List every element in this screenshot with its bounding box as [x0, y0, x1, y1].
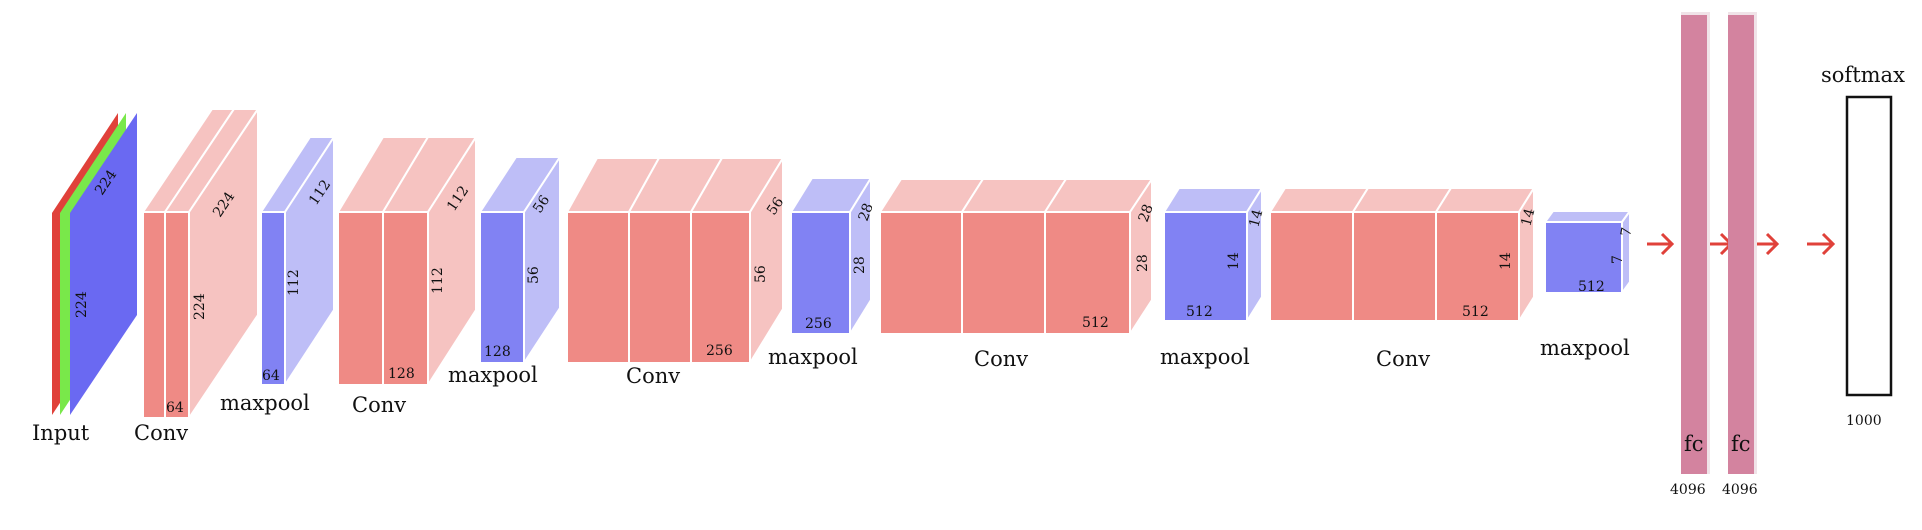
- conv4-dim-depth: 512: [1082, 315, 1109, 331]
- conv5-slice-3-top: [1434, 187, 1536, 213]
- fc2-units: 4096: [1722, 482, 1758, 498]
- maxpool-block-5: [1543, 207, 1632, 297]
- maxpool-block-2: [478, 153, 562, 367]
- fc1-label: fc: [1684, 432, 1704, 456]
- pool4-side: [1246, 184, 1263, 325]
- conv4-dim-width: 28: [1136, 202, 1157, 224]
- fc1-units: 4096: [1670, 482, 1706, 498]
- conv-block-3: [565, 154, 785, 367]
- softmax-units: 1000: [1846, 413, 1882, 429]
- conv1-slice-2: [164, 211, 190, 419]
- pool5-label: maxpool: [1540, 336, 1630, 360]
- input-dim-height: 224: [74, 291, 90, 318]
- conv-block-2: [336, 133, 478, 389]
- conv2-dim-height: 112: [430, 267, 446, 294]
- pool4-dim-height: 14: [1226, 252, 1242, 270]
- fc1-bar: [1681, 15, 1707, 474]
- pool3-side: [849, 174, 872, 338]
- maxpool-block-3: [789, 174, 873, 338]
- pool4-label: maxpool: [1160, 345, 1250, 369]
- maxpool-block-1: [259, 133, 336, 389]
- conv5-dim-height: 14: [1498, 252, 1514, 270]
- conv-block-1: [141, 105, 260, 422]
- pool3-dim-width: 28: [856, 201, 877, 223]
- softmax-box: [1845, 95, 1893, 397]
- pool1-label: maxpool: [220, 391, 310, 415]
- conv4-side: [1129, 175, 1153, 338]
- pool1-dim-height: 112: [286, 269, 302, 296]
- pool2-dim-depth: 128: [484, 344, 511, 360]
- conv5-slice-2-top: [1351, 187, 1453, 213]
- conv5-slice-1-top: [1268, 187, 1370, 213]
- pool2-label: maxpool: [448, 363, 538, 387]
- conv3-slice-3: [690, 211, 751, 364]
- conv-block-4: [878, 175, 1154, 338]
- fc-layer-2: fc 4096: [1722, 12, 1758, 498]
- pool3-dim-height: 28: [852, 256, 868, 274]
- conv1-slice-1: [142, 211, 166, 419]
- conv4-slice-1: [879, 211, 963, 335]
- conv5-slice-2: [1352, 211, 1437, 322]
- pool3-front: [790, 211, 851, 335]
- pool4-dim-depth: 512: [1186, 304, 1213, 320]
- conv2-label: Conv: [352, 393, 406, 417]
- conv4-slice-2: [961, 211, 1046, 335]
- fc2-bar: [1728, 15, 1754, 474]
- conv3-slice-2: [628, 211, 692, 364]
- conv5-slice-1: [1269, 211, 1354, 322]
- input-block: 224 224 Input: [32, 113, 137, 445]
- conv2-side: [427, 133, 477, 389]
- pool2-dim-height: 56: [526, 266, 542, 284]
- conv-block-5: [1268, 184, 1536, 325]
- maxpool-block-4: [1162, 184, 1264, 325]
- pool4-front: [1163, 211, 1248, 322]
- conv5-dim-depth: 512: [1462, 304, 1489, 320]
- conv5-side: [1518, 184, 1535, 325]
- pool4-top: [1162, 187, 1264, 213]
- pool2-front: [479, 211, 525, 364]
- input-blue-channel: [70, 113, 137, 415]
- conv1-dim-depth: 64: [166, 400, 184, 416]
- conv3-dim-depth: 256: [706, 343, 733, 359]
- pool2-side: [523, 153, 561, 367]
- conv2-slice-1: [337, 211, 384, 386]
- pool3-dim-depth: 256: [805, 316, 832, 332]
- conv1-side: [188, 105, 259, 422]
- conv1-label: Conv: [134, 421, 188, 445]
- pool1-dim-depth: 64: [262, 368, 280, 384]
- arrow-4: [1807, 232, 1836, 256]
- conv5-dim-width: 14: [1518, 207, 1538, 228]
- softmax-label: softmax: [1821, 63, 1905, 87]
- pool1-front: [260, 211, 286, 386]
- conv5-label: Conv: [1376, 347, 1430, 371]
- input-label: Input: [32, 421, 90, 445]
- pool5-dim-depth: 512: [1578, 279, 1605, 295]
- conv3-side: [749, 154, 784, 367]
- conv4-dim-height: 28: [1135, 254, 1151, 272]
- pool5-dim-height: 7: [1610, 255, 1626, 264]
- fc2-label: fc: [1731, 432, 1751, 456]
- conv3-slice-1: [566, 211, 630, 364]
- pool3-label: maxpool: [768, 345, 858, 369]
- pool5-side: [1621, 207, 1631, 297]
- conv3-dim-height: 56: [753, 265, 769, 283]
- conv2-slice-2: [382, 211, 429, 386]
- conv4-slice-3: [1044, 211, 1131, 335]
- conv1-dim-height: 224: [192, 293, 208, 320]
- fc-layer-1: fc 4096: [1670, 12, 1710, 498]
- pool5-top: [1543, 210, 1632, 223]
- softmax-layer: softmax 1000: [1821, 63, 1905, 429]
- pool4-dim-width: 14: [1246, 208, 1266, 229]
- conv3-label: Conv: [626, 364, 680, 388]
- pool1-side: [284, 133, 335, 389]
- pool5-dim-width: 7: [1618, 226, 1635, 238]
- arrow-1: [1647, 232, 1675, 256]
- conv4-label: Conv: [974, 347, 1028, 371]
- conv2-dim-depth: 128: [388, 366, 415, 382]
